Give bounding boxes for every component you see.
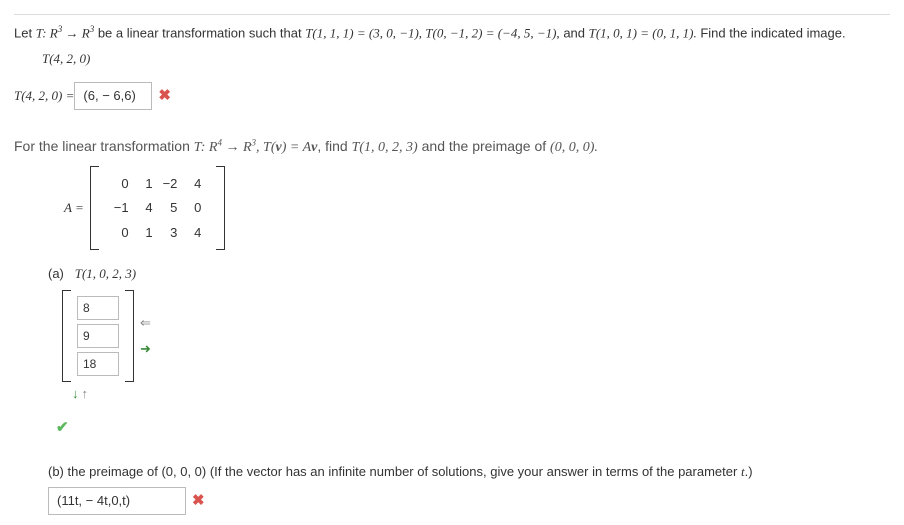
- text: Let: [14, 25, 36, 40]
- t: T: [194, 140, 201, 155]
- c: 1: [138, 222, 154, 244]
- text: be a linear transformation such that: [98, 25, 305, 40]
- col-arrows[interactable]: ⇐ ➜: [134, 313, 151, 358]
- tv: , T(: [256, 140, 275, 155]
- c: 5: [162, 197, 179, 219]
- map: : R: [201, 140, 218, 155]
- a-arg: T(1, 0, 2, 3): [75, 266, 136, 281]
- c: 0: [113, 173, 130, 195]
- a-eq: A =: [64, 198, 84, 218]
- text: For the linear transformation: [14, 138, 194, 154]
- add-col-icon[interactable]: ➜: [140, 339, 151, 359]
- exp: 3: [90, 24, 95, 34]
- vec-input-3[interactable]: 18: [77, 352, 119, 376]
- q1-prompt: Let T: R3 → R3 be a linear transformatio…: [14, 23, 890, 43]
- eq: ) = A: [282, 140, 311, 155]
- correct-icon: ✔: [56, 419, 69, 436]
- after: , find: [317, 138, 351, 154]
- divider-top: [14, 14, 890, 15]
- map: : R: [42, 25, 58, 40]
- f1: T(1, 0, 2, 3): [352, 140, 418, 155]
- answer-vector: 8 9 18: [62, 290, 134, 382]
- incorrect-icon: ✖: [192, 490, 205, 513]
- c: −1: [113, 197, 130, 219]
- a: (a): [48, 266, 64, 281]
- b-text: (b) the preimage of (0, 0, 0) (If the ve…: [48, 464, 741, 479]
- q2-prompt: For the linear transformation T: R4 → R3…: [14, 136, 890, 158]
- incorrect-icon: ✖: [158, 85, 171, 108]
- matrix-a: 01−24 −1450 0134: [90, 166, 226, 251]
- c: 4: [186, 222, 202, 244]
- c: 1: [138, 173, 154, 195]
- q1-answer-input[interactable]: (6, − 6,6): [74, 82, 152, 110]
- remove-col-icon[interactable]: ⇐: [140, 313, 151, 333]
- eq3: T(1, 0, 1) = (0, 1, 1).: [589, 25, 697, 40]
- c: 3: [162, 222, 179, 244]
- mid: and the preimage of: [422, 138, 550, 154]
- vec-input-2[interactable]: 9: [77, 324, 119, 348]
- part-b-label: (b) the preimage of (0, 0, 0) (If the ve…: [48, 462, 890, 482]
- c: −2: [162, 173, 179, 195]
- row-arrows[interactable]: ↓↑: [72, 384, 890, 404]
- remove-row-icon[interactable]: ↑: [82, 386, 92, 401]
- c: 4: [138, 197, 154, 219]
- tail: Find the indicated image.: [700, 25, 845, 40]
- vec-input-1[interactable]: 8: [77, 296, 119, 320]
- eqs: T(1, 1, 1) = (3, 0, −1), T(0, −1, 2) = (…: [305, 25, 559, 40]
- add-row-icon[interactable]: ↓: [72, 386, 82, 401]
- c: 0: [186, 197, 202, 219]
- part-a-label: (a) T(1, 0, 2, 3): [48, 264, 890, 284]
- b-tail: .): [745, 464, 753, 479]
- q1-ans-label: T(4, 2, 0) =: [14, 86, 74, 106]
- origin: (0, 0, 0).: [550, 140, 598, 155]
- and: and: [563, 25, 588, 40]
- q1-ask: T(4, 2, 0): [42, 49, 890, 69]
- matrix-table: 01−24 −1450 0134: [105, 170, 211, 247]
- arrow: → R: [62, 25, 89, 40]
- arrow: → R: [222, 140, 252, 155]
- c: 0: [113, 222, 130, 244]
- c: 4: [186, 173, 202, 195]
